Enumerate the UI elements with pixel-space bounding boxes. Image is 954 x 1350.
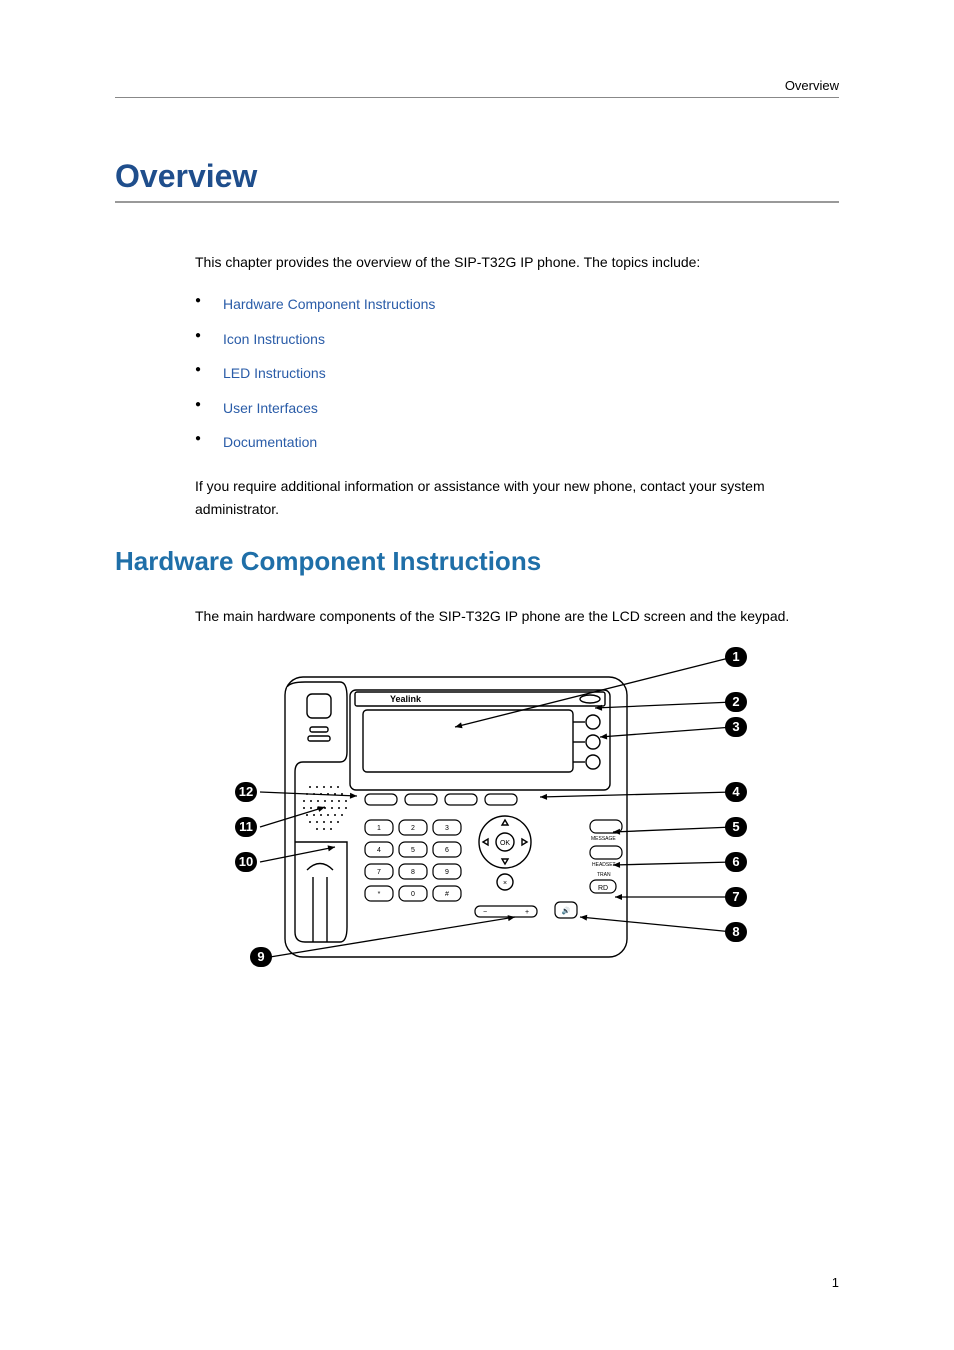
topic-link[interactable]: Icon Instructions — [223, 331, 325, 347]
list-item: Icon Instructions — [195, 322, 839, 356]
outro-text: If you require additional information or… — [195, 475, 839, 520]
list-item: User Interfaces — [195, 391, 839, 425]
svg-text:7: 7 — [377, 868, 381, 875]
list-item: Hardware Component Instructions — [195, 287, 839, 321]
svg-text:HEADSET: HEADSET — [592, 862, 616, 868]
topics-list: Hardware Component Instructions Icon Ins… — [195, 287, 839, 459]
phone-svg: Yealink 1 2 3 4 5 6 — [195, 642, 755, 982]
section-text: The main hardware components of the SIP-… — [195, 605, 839, 627]
topic-link[interactable]: Hardware Component Instructions — [223, 296, 435, 312]
page-number: 1 — [832, 1275, 839, 1290]
list-item: Documentation — [195, 425, 839, 459]
svg-text:TRAN: TRAN — [597, 872, 611, 878]
section-title: Hardware Component Instructions — [115, 546, 839, 577]
svg-text:MESSAGE: MESSAGE — [591, 836, 616, 842]
callout-badge: 2 — [725, 692, 747, 712]
callout-badge: 1 — [725, 647, 747, 667]
svg-text:2: 2 — [411, 824, 415, 831]
svg-text:4: 4 — [377, 846, 381, 853]
topic-link[interactable]: User Interfaces — [223, 400, 318, 416]
svg-text:*: * — [378, 890, 381, 897]
callout-badge: 12 — [235, 782, 257, 802]
topic-link[interactable]: Documentation — [223, 434, 317, 450]
callout-badge: 8 — [725, 922, 747, 942]
callout-badge: 6 — [725, 852, 747, 872]
svg-text:1: 1 — [377, 824, 381, 831]
svg-text:−: − — [483, 908, 487, 915]
title-rule — [115, 201, 839, 203]
list-item: LED Instructions — [195, 356, 839, 390]
callout-badge: 7 — [725, 887, 747, 907]
callout-badge: 9 — [250, 947, 272, 967]
header-label: Overview — [115, 78, 839, 93]
callout-badge: 5 — [725, 817, 747, 837]
svg-text:6: 6 — [445, 846, 449, 853]
callout-badge: 3 — [725, 717, 747, 737]
svg-text:0: 0 — [411, 890, 415, 897]
svg-text:🔊: 🔊 — [562, 905, 571, 914]
header-rule — [115, 97, 839, 98]
svg-text:#: # — [445, 890, 449, 897]
svg-text:3: 3 — [445, 824, 449, 831]
callout-badge: 11 — [235, 817, 257, 837]
callout-badge: 4 — [725, 782, 747, 802]
intro-text: This chapter provides the overview of th… — [195, 251, 839, 273]
phone-diagram: Yealink 1 2 3 4 5 6 — [195, 642, 755, 1012]
svg-text:5: 5 — [411, 846, 415, 853]
callout-badge: 10 — [235, 852, 257, 872]
topic-link[interactable]: LED Instructions — [223, 365, 326, 381]
svg-text:OK: OK — [500, 839, 510, 846]
svg-text:8: 8 — [411, 868, 415, 875]
svg-text:9: 9 — [445, 868, 449, 875]
page-title: Overview — [115, 158, 839, 195]
svg-text:×: × — [503, 879, 507, 886]
svg-text:RD: RD — [598, 884, 608, 891]
brand-label: Yealink — [390, 694, 422, 704]
svg-text:+: + — [525, 908, 529, 915]
